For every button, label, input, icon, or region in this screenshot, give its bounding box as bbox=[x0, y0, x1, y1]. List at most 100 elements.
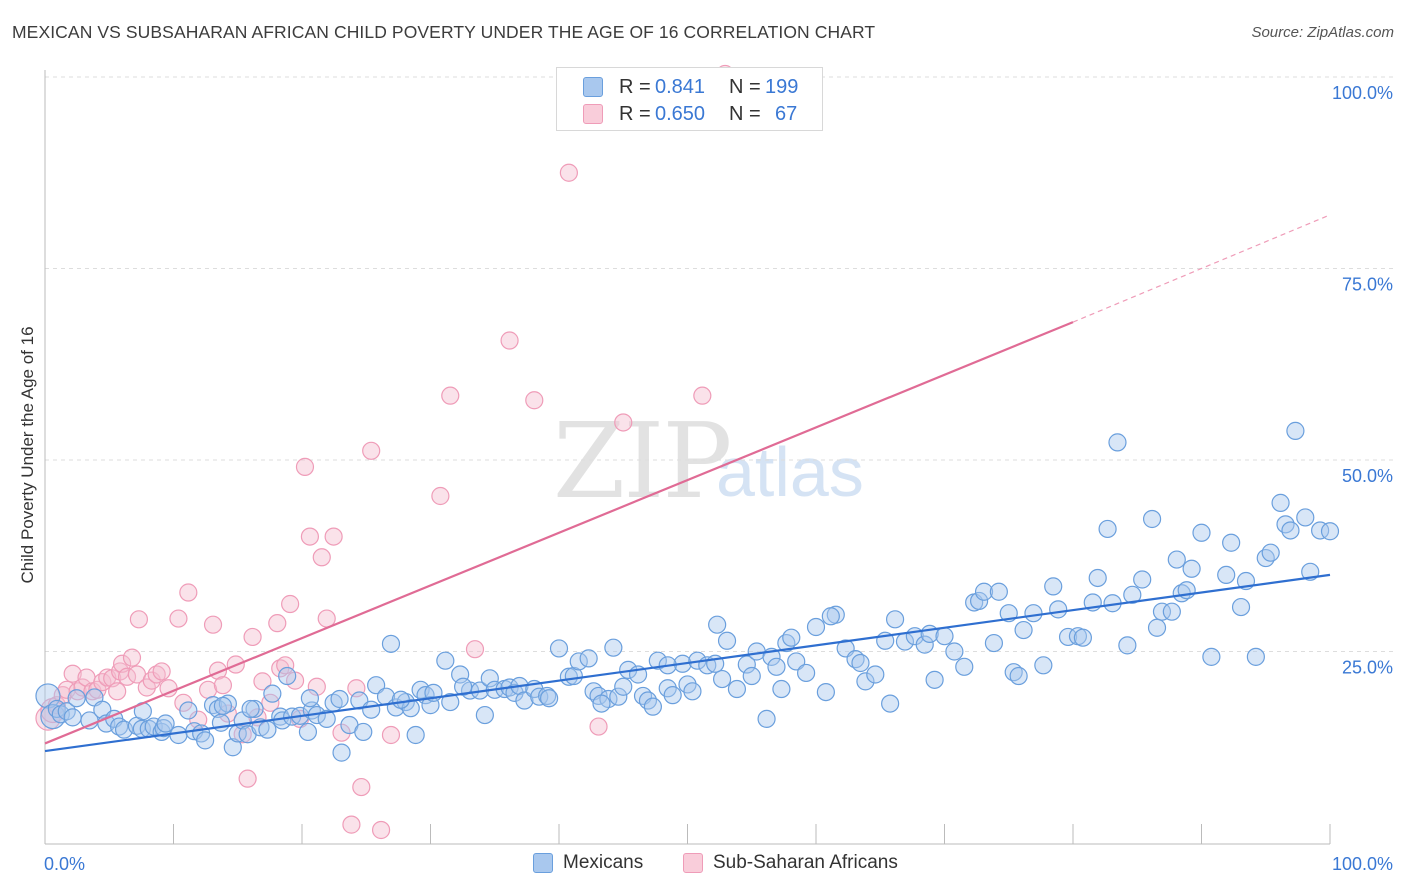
point-mexicans bbox=[955, 657, 974, 676]
point-mexicans bbox=[638, 691, 658, 710]
r-value: 0.841 bbox=[655, 75, 706, 98]
point-mexicans bbox=[1118, 636, 1137, 655]
point-subsaharan bbox=[169, 609, 188, 628]
point-mexicans bbox=[969, 591, 989, 611]
point-mexicans bbox=[1276, 515, 1295, 534]
point-mexicans bbox=[258, 720, 277, 739]
point-mexicans bbox=[298, 722, 318, 742]
point-mexicans bbox=[717, 631, 737, 650]
point-mexicans bbox=[1217, 565, 1236, 585]
point-mexicans bbox=[63, 708, 82, 727]
point-mexicans bbox=[169, 725, 188, 745]
y-tick-label: 75.0% bbox=[1342, 275, 1393, 295]
point-mexicans bbox=[797, 663, 816, 683]
point-mexicans bbox=[569, 652, 588, 671]
point-mexicans bbox=[391, 690, 410, 709]
point-mexicans bbox=[757, 709, 776, 729]
point-mexicans bbox=[1286, 421, 1305, 440]
point-mexicans bbox=[196, 731, 215, 750]
point-mexicans bbox=[110, 717, 129, 736]
point-mexicans bbox=[213, 696, 233, 715]
point-mexicans bbox=[1231, 597, 1251, 617]
point-mexicans bbox=[1192, 523, 1211, 542]
point-mexicans bbox=[1311, 521, 1330, 540]
point-mexicans bbox=[1202, 647, 1221, 666]
point-mexicans bbox=[67, 689, 86, 708]
point-mexicans bbox=[1162, 602, 1181, 621]
legend-item-subsaharan[interactable]: Sub-Saharan Africans bbox=[683, 852, 898, 874]
r-label: R = bbox=[619, 102, 651, 125]
point-subsaharan bbox=[441, 386, 460, 405]
point-mexicans bbox=[592, 694, 611, 713]
point-subsaharan bbox=[268, 614, 287, 633]
point-mexicans bbox=[663, 686, 682, 705]
point-subsaharan bbox=[281, 594, 300, 614]
point-subsaharan bbox=[589, 717, 608, 736]
point-subsaharan bbox=[324, 527, 343, 546]
point-mexicans bbox=[540, 689, 559, 708]
point-mexicans bbox=[821, 607, 840, 626]
point-mexicans bbox=[1049, 600, 1068, 619]
y-axis-label: Child Poverty Under the Age of 16 bbox=[18, 326, 37, 584]
point-mexicans bbox=[454, 677, 473, 696]
legend-swatch-subsaharan bbox=[583, 104, 603, 124]
r-value: 0.650 bbox=[655, 102, 706, 125]
point-subsaharan bbox=[233, 725, 252, 744]
point-mexicans bbox=[1133, 570, 1152, 589]
point-mexicans bbox=[772, 679, 791, 699]
point-subsaharan bbox=[189, 710, 208, 729]
point-mexicans bbox=[441, 692, 460, 712]
point-mexicans bbox=[1320, 522, 1340, 541]
point-mexicans bbox=[156, 714, 175, 733]
y-tick-label: 100.0% bbox=[1332, 83, 1393, 103]
point-subsaharan bbox=[362, 441, 381, 460]
point-mexicans bbox=[1044, 577, 1063, 596]
point-subsaharan bbox=[152, 662, 171, 681]
legend-swatch-subsaharan bbox=[683, 853, 703, 873]
trendline-subsaharan-extension bbox=[1072, 214, 1331, 323]
point-mexicans bbox=[515, 691, 534, 710]
point-subsaharan bbox=[243, 627, 262, 647]
point-mexicans bbox=[1222, 533, 1241, 552]
point-mexicans bbox=[1281, 521, 1300, 540]
point-mexicans bbox=[881, 694, 900, 713]
point-mexicans bbox=[614, 677, 633, 696]
point-mexicans bbox=[549, 639, 569, 658]
point-mexicans bbox=[989, 582, 1008, 601]
x-tick-label: 0.0% bbox=[44, 854, 85, 874]
point-mexicans bbox=[1246, 647, 1265, 666]
point-mexicans bbox=[241, 699, 260, 719]
point-mexicans bbox=[1024, 604, 1043, 623]
point-subsaharan bbox=[213, 676, 233, 695]
n-value: 67 bbox=[775, 102, 798, 125]
chart-source: Source: ZipAtlas.com bbox=[1251, 24, 1394, 41]
point-subsaharan bbox=[371, 820, 391, 840]
point-mexicans bbox=[300, 689, 320, 708]
point-mexicans bbox=[381, 634, 401, 653]
point-mexicans bbox=[330, 689, 349, 709]
point-subsaharan bbox=[500, 331, 519, 350]
point-mexicans bbox=[332, 743, 351, 762]
stats-row-mexicans: R = 0.841 N = 199 bbox=[583, 76, 798, 98]
point-mexicans bbox=[712, 669, 732, 689]
point-mexicans bbox=[278, 666, 297, 686]
point-mexicans bbox=[1088, 568, 1107, 588]
point-mexicans bbox=[806, 617, 826, 637]
point-subsaharan bbox=[525, 391, 544, 410]
point-subsaharan bbox=[63, 664, 82, 683]
point-mexicans bbox=[1256, 548, 1275, 568]
point-subsaharan bbox=[381, 725, 401, 745]
point-mexicans bbox=[866, 665, 885, 684]
point-subsaharan bbox=[693, 386, 712, 405]
point-subsaharan bbox=[614, 413, 633, 432]
point-mexicans bbox=[1034, 656, 1053, 675]
legend-item-mexicans[interactable]: Mexicans bbox=[533, 852, 643, 874]
point-subsaharan bbox=[559, 163, 578, 182]
point-mexicans bbox=[480, 669, 499, 688]
point-mexicans bbox=[1182, 559, 1201, 578]
point-mexicans bbox=[179, 701, 198, 720]
point-subsaharan bbox=[179, 583, 198, 602]
point-mexicans bbox=[727, 679, 747, 699]
point-mexicans bbox=[787, 652, 806, 671]
